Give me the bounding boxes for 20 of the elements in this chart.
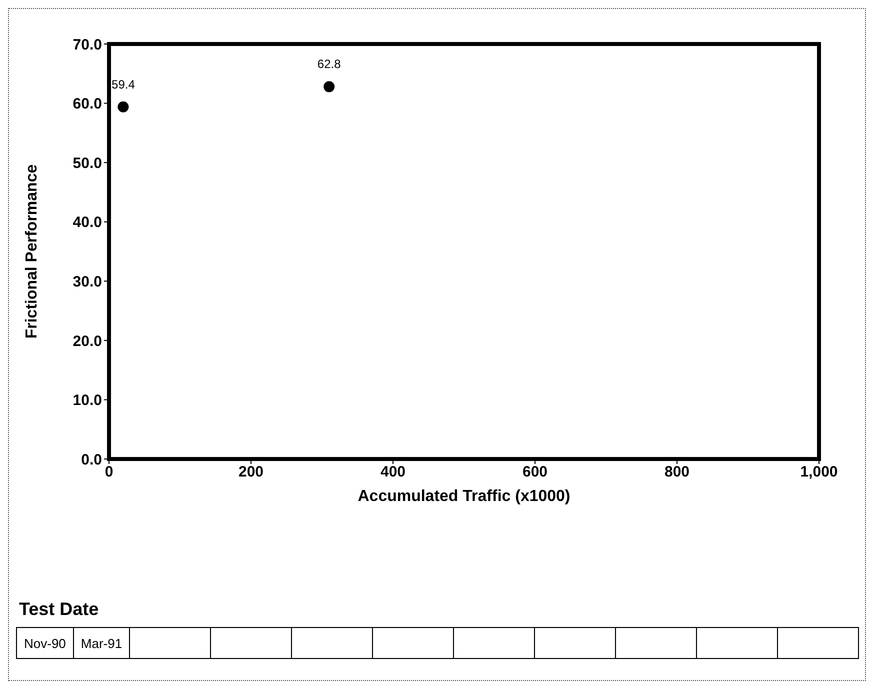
- x-tick-label: 800: [664, 464, 690, 481]
- x-tick-label: 1,000: [800, 464, 838, 481]
- y-tick-label: 50.0: [72, 154, 102, 172]
- x-tick-label: 0: [104, 464, 114, 481]
- data-label: 62.8: [317, 57, 342, 72]
- x-tick-label: 200: [238, 464, 264, 481]
- x-tick-label: 600: [522, 464, 548, 481]
- y-tick-label: 70.0: [72, 36, 102, 54]
- x-axis-title: Accumulated Traffic (x1000): [358, 488, 570, 505]
- y-axis-title: Frictional Performance: [24, 164, 41, 339]
- y-tick-label: 20.0: [72, 332, 102, 350]
- y-tick-label: 60.0: [72, 96, 102, 113]
- text: Test Date: [19, 599, 99, 620]
- x-tick-label: 400: [380, 464, 406, 481]
- y-tick-label: 10.0: [72, 392, 102, 410]
- date-table: Nov-90 Mar-91: [16, 627, 859, 659]
- data-label: 59.4: [112, 77, 136, 92]
- y-tick-label: 0.0: [81, 451, 102, 468]
- y-tick-label: 30.0: [72, 273, 102, 290]
- y-tick-label: 40.0: [72, 214, 102, 232]
